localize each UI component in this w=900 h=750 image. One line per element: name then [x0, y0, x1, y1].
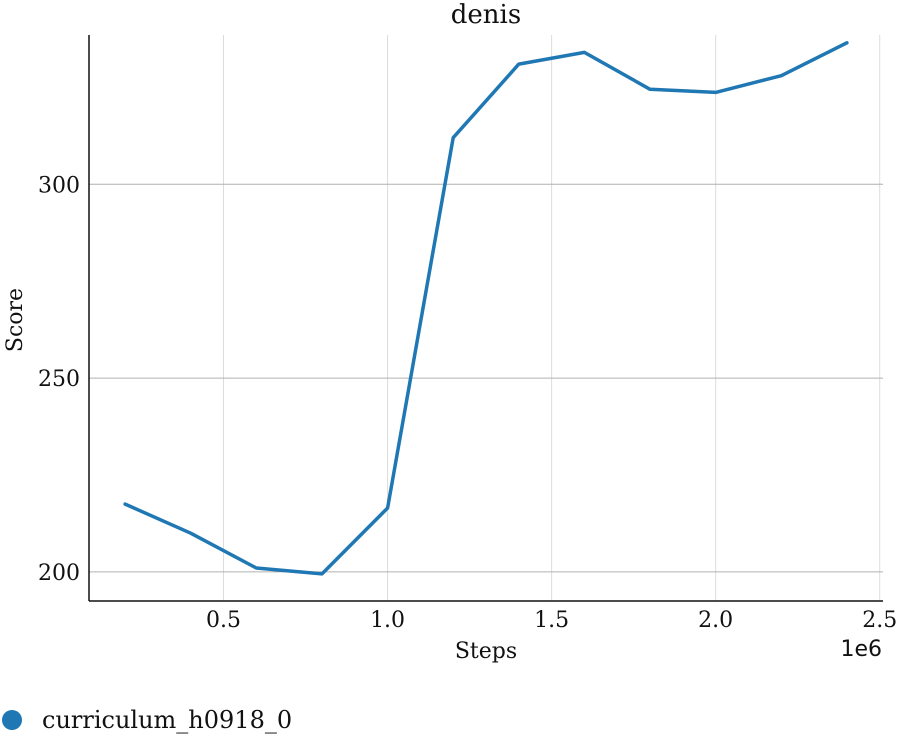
y-tick-label: 300 — [38, 173, 80, 198]
x-axis-scale-label: 1e6 — [840, 637, 882, 662]
legend: curriculum_h0918_0 — [0, 705, 292, 735]
x-tick-label: 0.5 — [206, 608, 241, 633]
axes — [88, 35, 883, 602]
x-axis-label: Steps — [455, 639, 517, 664]
legend-label: curriculum_h0918_0 — [42, 706, 293, 734]
y-tick-label: 250 — [38, 367, 80, 392]
grid-lines — [89, 35, 883, 601]
x-tick-label: 2.5 — [862, 608, 897, 633]
x-tick-label: 1.5 — [534, 608, 569, 633]
line-chart: 0.5 1.0 1.5 2.0 2.5 200 250 300 denis Steps Sco… — [3, 0, 897, 664]
chart-title: denis — [451, 0, 521, 30]
legend-marker — [2, 710, 22, 730]
y-axis-label: Score — [3, 288, 28, 352]
y-tick-label: 200 — [38, 561, 80, 586]
series-line — [123, 41, 849, 576]
x-tick-label: 2.0 — [698, 608, 733, 633]
tick-labels: 0.5 1.0 1.5 2.0 2.5 200 250 300 — [38, 173, 897, 633]
series-layer — [123, 41, 849, 576]
x-tick-label: 1.0 — [370, 608, 405, 633]
